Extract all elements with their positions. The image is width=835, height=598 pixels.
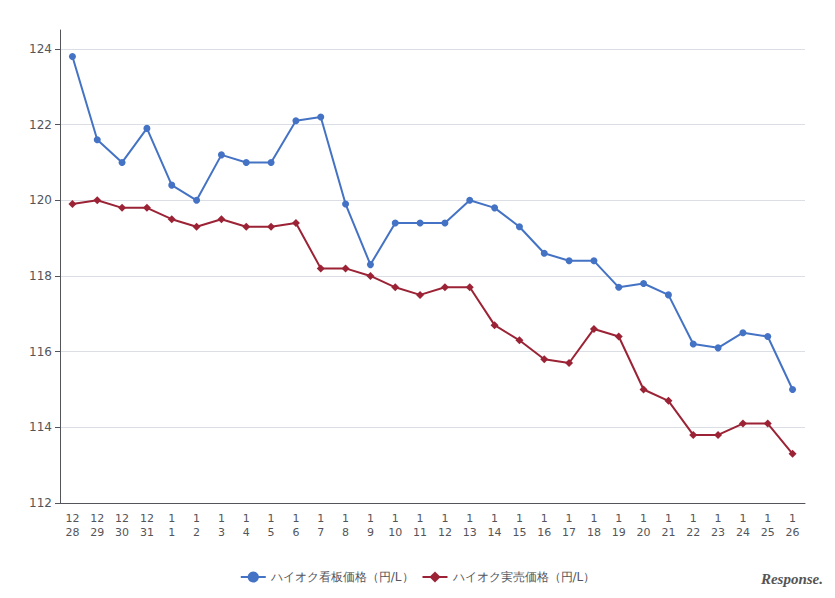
svg-text:1: 1	[789, 512, 796, 525]
svg-text:1: 1	[243, 512, 250, 525]
svg-text:1: 1	[441, 512, 448, 525]
svg-text:1: 1	[292, 512, 299, 525]
svg-text:14: 14	[488, 526, 502, 539]
svg-text:23: 23	[711, 526, 725, 539]
svg-text:116: 116	[29, 345, 52, 359]
svg-text:15: 15	[512, 526, 526, 539]
svg-text:Response.: Response.	[760, 571, 823, 587]
svg-text:4: 4	[243, 526, 250, 539]
svg-text:1: 1	[690, 512, 697, 525]
svg-text:28: 28	[65, 526, 79, 539]
svg-text:1: 1	[168, 512, 175, 525]
svg-text:114: 114	[29, 420, 52, 434]
svg-text:6: 6	[292, 526, 299, 539]
svg-text:10: 10	[388, 526, 402, 539]
svg-text:7: 7	[317, 526, 324, 539]
svg-text:118: 118	[29, 269, 52, 283]
svg-text:ハイオク実売価格（円/L）: ハイオク実売価格（円/L）	[452, 570, 596, 584]
svg-text:8: 8	[342, 526, 349, 539]
svg-text:1: 1	[392, 512, 399, 525]
svg-text:16: 16	[537, 526, 551, 539]
svg-text:1: 1	[193, 512, 200, 525]
svg-text:122: 122	[29, 118, 52, 132]
svg-text:31: 31	[140, 526, 154, 539]
svg-text:12: 12	[90, 512, 104, 525]
svg-text:ハイオク看板価格（円/L）: ハイオク看板価格（円/L）	[270, 570, 414, 584]
svg-text:3: 3	[218, 526, 225, 539]
svg-text:29: 29	[90, 526, 104, 539]
svg-text:5: 5	[268, 526, 275, 539]
svg-text:1: 1	[715, 512, 722, 525]
svg-text:24: 24	[736, 526, 750, 539]
svg-text:20: 20	[637, 526, 651, 539]
svg-text:21: 21	[661, 526, 675, 539]
svg-text:1: 1	[491, 512, 498, 525]
svg-text:1: 1	[218, 512, 225, 525]
svg-text:1: 1	[417, 512, 424, 525]
svg-text:1: 1	[764, 512, 771, 525]
svg-text:120: 120	[29, 193, 52, 207]
svg-text:1: 1	[367, 512, 374, 525]
svg-text:1: 1	[640, 512, 647, 525]
svg-text:1: 1	[317, 512, 324, 525]
svg-text:18: 18	[587, 526, 601, 539]
svg-text:12: 12	[65, 512, 79, 525]
svg-text:1: 1	[466, 512, 473, 525]
svg-text:1: 1	[615, 512, 622, 525]
svg-text:17: 17	[562, 526, 576, 539]
svg-text:1: 1	[268, 512, 275, 525]
svg-text:2: 2	[193, 526, 200, 539]
svg-text:9: 9	[367, 526, 374, 539]
svg-text:124: 124	[29, 42, 52, 56]
svg-text:1: 1	[590, 512, 597, 525]
svg-text:13: 13	[463, 526, 477, 539]
svg-text:1: 1	[541, 512, 548, 525]
svg-text:1: 1	[566, 512, 573, 525]
svg-text:30: 30	[115, 526, 129, 539]
svg-text:1: 1	[665, 512, 672, 525]
svg-text:1: 1	[516, 512, 523, 525]
svg-text:12: 12	[115, 512, 129, 525]
svg-text:12: 12	[140, 512, 154, 525]
svg-text:22: 22	[686, 526, 700, 539]
svg-text:25: 25	[761, 526, 775, 539]
svg-text:112: 112	[29, 496, 52, 510]
svg-text:26: 26	[786, 526, 800, 539]
svg-text:1: 1	[739, 512, 746, 525]
svg-text:12: 12	[438, 526, 452, 539]
svg-text:1: 1	[168, 526, 175, 539]
svg-text:11: 11	[413, 526, 427, 539]
svg-text:19: 19	[612, 526, 626, 539]
svg-text:1: 1	[342, 512, 349, 525]
